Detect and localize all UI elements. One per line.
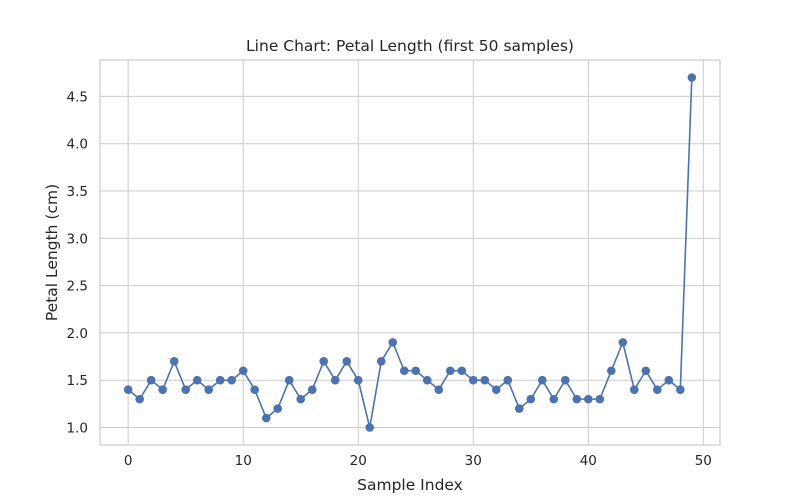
data-point (330, 375, 340, 385)
data-point (526, 394, 536, 404)
data-point (227, 375, 237, 385)
y-tick-label: 4.0 (67, 137, 88, 153)
data-point (618, 338, 628, 347)
x-tick-label: 10 (235, 453, 252, 469)
data-point (549, 394, 559, 404)
plot-frame (99, 59, 721, 446)
data-point (514, 404, 524, 413)
data-point (583, 394, 593, 404)
data-point (192, 375, 202, 385)
y-tick-label: 1.0 (67, 421, 88, 437)
data-point (399, 366, 409, 376)
data-point (204, 385, 214, 394)
x-tick-label: 30 (465, 453, 482, 469)
data-point (687, 73, 697, 82)
data-point (307, 385, 317, 394)
data-point (641, 366, 651, 376)
data-point (491, 385, 501, 394)
data-point (422, 375, 432, 385)
series-layer (123, 73, 697, 432)
data-point (215, 375, 225, 385)
x-tick-label: 50 (695, 453, 712, 469)
grid-lines (100, 60, 720, 445)
y-tick-label: 3.0 (67, 231, 88, 247)
data-point (238, 366, 248, 376)
data-point (250, 385, 260, 394)
y-tick-label: 4.5 (67, 89, 88, 105)
data-point (181, 385, 190, 394)
y-tick-label: 2.0 (67, 326, 88, 342)
data-point (158, 385, 167, 394)
data-point (169, 356, 179, 366)
data-point (676, 385, 685, 394)
data-point (135, 394, 144, 404)
y-tick-label: 1.5 (67, 373, 88, 389)
x-tick-label: 40 (580, 453, 597, 469)
data-point (653, 385, 662, 394)
data-point (376, 356, 386, 366)
data-point (572, 394, 582, 404)
series-line (127, 77, 693, 429)
y-axis-title: Petal Length (cm) (43, 184, 61, 321)
data-point (261, 413, 271, 423)
tick-labels: 0 10 20 30 40 50 1.0 1.5 2.0 2.5 3.0 3.5 4.0 4.5 (67, 89, 712, 469)
y-tick-label: 2.5 (67, 279, 88, 295)
data-point (445, 366, 455, 376)
y-tick-label: 3.5 (67, 184, 88, 200)
x-tick-label: 0 (124, 453, 133, 469)
data-point (146, 375, 156, 385)
data-point (434, 385, 444, 394)
x-axis-title: Sample Index (357, 476, 463, 494)
data-point (630, 385, 639, 394)
data-point (273, 404, 283, 413)
data-point (595, 394, 605, 404)
data-point (319, 356, 329, 366)
x-tick-label: 20 (350, 453, 367, 469)
data-point (342, 356, 352, 366)
data-point (457, 366, 467, 376)
data-point (388, 338, 398, 347)
data-point (353, 375, 363, 385)
data-point (606, 366, 616, 376)
data-point (468, 375, 478, 385)
data-point (365, 423, 375, 432)
data-point (537, 375, 547, 385)
data-point (296, 394, 306, 404)
data-point (503, 375, 513, 385)
data-point (123, 385, 133, 394)
chart-title: Line Chart: Petal Length (first 50 sampl… (246, 37, 574, 55)
data-point (560, 375, 570, 385)
data-point (411, 366, 421, 376)
data-point (480, 375, 490, 385)
data-point (664, 375, 674, 385)
data-point (284, 375, 294, 385)
